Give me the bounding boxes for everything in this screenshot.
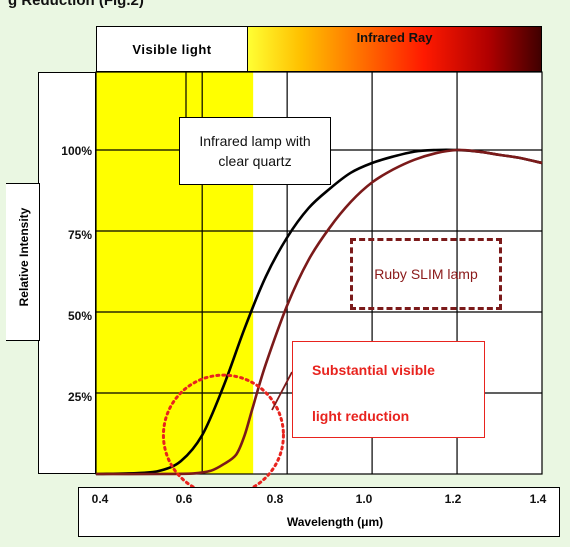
x-axis-panel	[78, 487, 560, 537]
x-axis-title: Wavelength (μm)	[286, 515, 384, 529]
y-tick-100: 100%	[61, 144, 92, 158]
visible-reduction-callout	[292, 341, 485, 438]
infrared-ray-label: Infrared Ray	[356, 30, 433, 45]
x-tick-0.6: 0.6	[175, 492, 193, 506]
x-tick-0.4: 0.4	[91, 492, 109, 506]
x-tick-1.0: 1.0	[355, 492, 373, 506]
ruby-slim-lamp-label: Ruby SLIM lamp	[350, 238, 502, 310]
visible-light-label: Visible light	[132, 41, 212, 57]
visible-light-band-label: Visible light	[96, 26, 248, 72]
callout-line-2: light reduction	[312, 408, 410, 424]
visible-reduction-circle	[161, 373, 285, 497]
x-tick-1.4: 1.4	[529, 492, 547, 506]
callout-connector	[271, 371, 293, 411]
figure-title: g Reduction (Fig.2)	[8, 0, 144, 9]
x-tick-1.2: 1.2	[444, 492, 462, 506]
y-axis-title-panel	[6, 183, 40, 341]
y-tick-25: 25%	[67, 390, 92, 404]
ruby-slim-lamp-series	[95, 148, 543, 476]
y-tick-50: 50%	[67, 309, 92, 323]
clear-quartz-lamp-label: Infrared lamp with clear quartz	[179, 117, 331, 185]
x-tick-0.8: 0.8	[266, 492, 284, 506]
plot-frame	[95, 71, 543, 475]
y-tick-panel	[38, 72, 96, 474]
callout-line-1: Substantial visible	[312, 362, 435, 378]
y-tick-75: 75%	[67, 228, 92, 242]
